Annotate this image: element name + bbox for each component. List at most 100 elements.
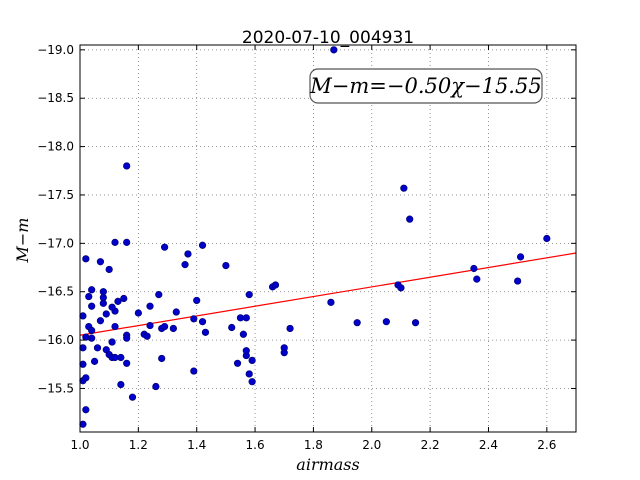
data-point <box>134 309 142 317</box>
y-tick-label: −15.5 <box>37 381 74 395</box>
data-point <box>111 322 119 331</box>
y-tick-label: −19.0 <box>37 43 74 57</box>
data-point <box>117 380 125 389</box>
data-point <box>123 334 131 342</box>
x-tick-label: 1.8 <box>304 438 323 452</box>
data-point <box>88 334 96 342</box>
data-point <box>128 393 137 401</box>
data-point <box>152 382 160 391</box>
data-point <box>88 326 96 335</box>
y-tick-label: −18.5 <box>37 91 74 105</box>
data-point <box>190 367 198 375</box>
data-point <box>82 406 90 414</box>
data-point <box>82 333 90 341</box>
y-tick-label: −17.0 <box>37 236 74 250</box>
data-point <box>222 261 230 270</box>
data-point <box>327 298 335 306</box>
plot-frame <box>79 44 577 433</box>
data-point <box>516 253 525 261</box>
x-tick-label: 2.0 <box>362 438 381 452</box>
data-point <box>330 46 338 54</box>
fit-equation-frame <box>309 68 543 104</box>
x-tick-label: 2.6 <box>537 438 556 452</box>
data-point <box>245 291 253 299</box>
data-point <box>99 288 107 296</box>
data-point <box>158 354 166 363</box>
x-tick-label: 1.4 <box>187 438 206 452</box>
data-point <box>228 323 236 332</box>
data-point <box>123 238 131 246</box>
fit-line <box>79 252 577 336</box>
fit-equation: M−m=−0.50χ−15.55 <box>309 74 541 98</box>
data-point <box>411 319 420 327</box>
y-tick-label: −17.5 <box>37 188 74 202</box>
data-point <box>90 357 99 365</box>
data-point <box>406 215 414 223</box>
data-point <box>111 238 119 246</box>
x-tick-label: 1.0 <box>70 438 89 452</box>
y-tick-label: −16.0 <box>37 333 74 347</box>
data-point <box>233 359 242 367</box>
data-point <box>382 318 390 326</box>
data-point <box>397 284 405 292</box>
data-point <box>85 292 93 301</box>
data-point <box>190 315 198 323</box>
data-point <box>117 353 125 362</box>
data-point <box>105 265 113 274</box>
data-point <box>239 330 247 338</box>
data-point <box>123 162 131 170</box>
data-point <box>543 234 551 243</box>
data-point <box>280 344 288 352</box>
axis-ticks: 1.0 1.2 1.4 1.6 1.8 2.0 2.2 2.4 2.6 −15.5 −16.0 −16… <box>37 43 576 452</box>
data-point <box>248 378 256 386</box>
x-tick-label: 2.4 <box>479 438 498 452</box>
data-point <box>400 184 408 192</box>
data-point <box>201 328 210 336</box>
data-point <box>88 286 96 294</box>
data-point <box>146 302 154 310</box>
data-point <box>79 344 87 352</box>
data-point <box>242 347 250 355</box>
x-tick-label: 1.6 <box>246 438 265 452</box>
y-axis-label: M−m <box>13 218 32 264</box>
data-point <box>96 317 105 325</box>
y-tick-label: −18.0 <box>37 140 74 154</box>
x-tick-label: 2.2 <box>421 438 440 452</box>
data-point <box>169 324 177 333</box>
data-point <box>82 255 90 263</box>
data-point <box>473 275 481 283</box>
y-tick-label: −16.5 <box>37 285 74 299</box>
data-point <box>181 261 189 269</box>
data-point <box>96 258 105 266</box>
fit-line-layer <box>79 252 577 336</box>
data-point <box>123 359 131 367</box>
data-point <box>514 277 522 285</box>
data-point <box>93 344 102 352</box>
data-point <box>286 324 294 333</box>
data-point <box>146 321 154 330</box>
data-point <box>143 332 151 340</box>
data-point <box>88 302 96 310</box>
data-point <box>198 241 207 249</box>
data-point <box>245 370 253 378</box>
data-point <box>161 322 169 331</box>
x-axis-label: airmass <box>296 455 359 474</box>
data-point <box>242 314 250 322</box>
data-point <box>353 319 361 327</box>
data-point <box>108 303 116 311</box>
data-point <box>102 310 110 318</box>
data-point <box>470 264 478 273</box>
data-point <box>161 243 169 251</box>
data-point <box>198 318 207 326</box>
data-point <box>82 374 90 382</box>
data-point <box>172 308 180 316</box>
data-point <box>193 296 201 305</box>
data-point <box>79 360 87 368</box>
data-point <box>79 312 87 320</box>
data-point <box>79 420 87 428</box>
data-point <box>184 250 192 258</box>
data-point <box>108 338 116 346</box>
fit-equation-box: M−m=−0.50χ−15.55 <box>309 68 543 104</box>
x-tick-label: 1.2 <box>129 438 148 452</box>
data-points <box>79 46 551 428</box>
